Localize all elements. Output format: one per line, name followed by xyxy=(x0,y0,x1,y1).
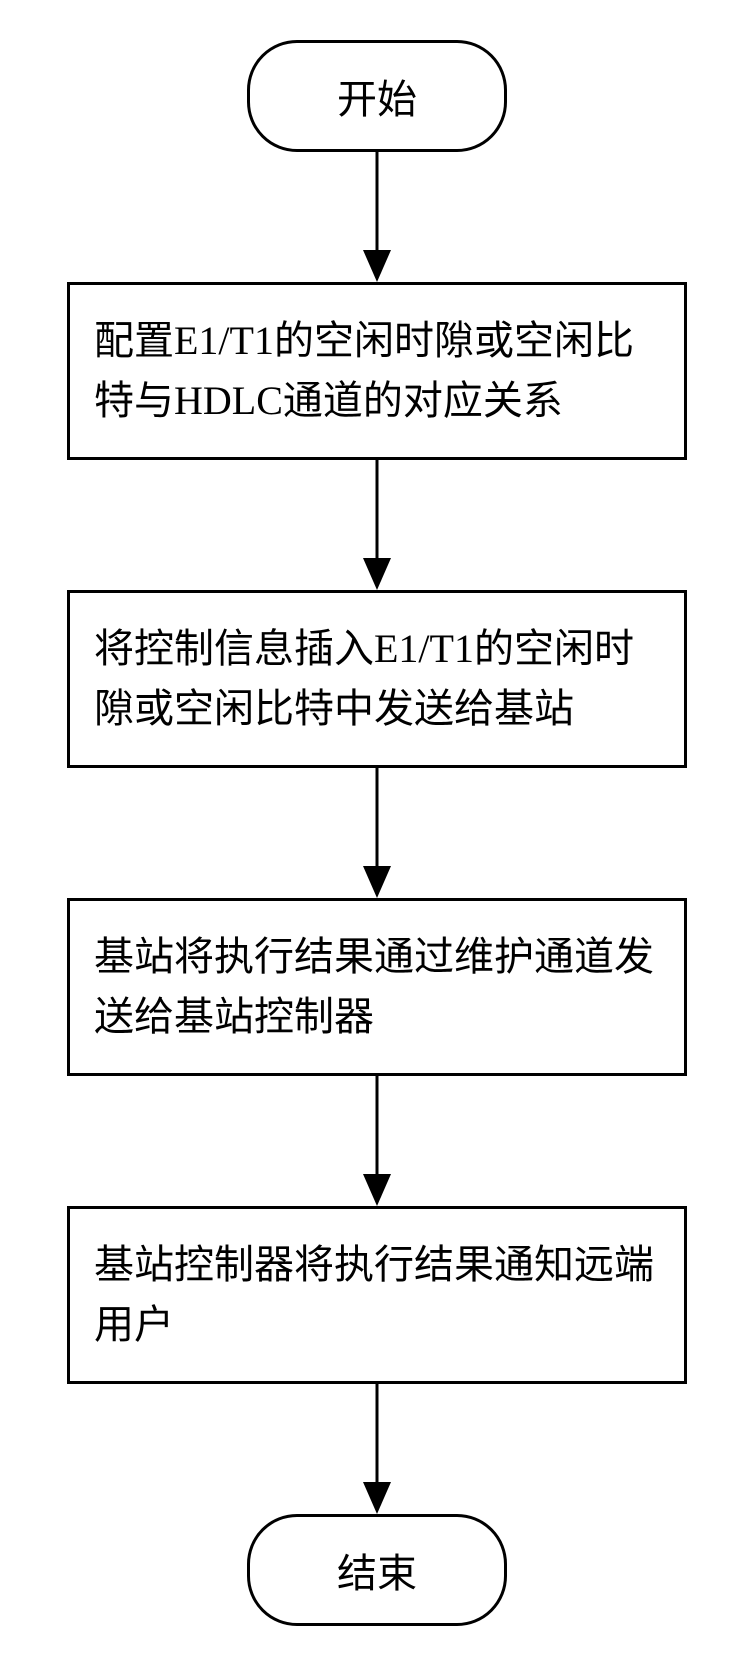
arrow-line xyxy=(376,460,379,560)
step2-label: 将控制信息插入E1/T1的空闲时隙或空闲比特中发送给基站 xyxy=(94,626,634,731)
arrow-line xyxy=(376,152,379,252)
arrow-head-icon xyxy=(363,1174,391,1206)
arrow-1 xyxy=(357,152,397,282)
arrow-5 xyxy=(357,1384,397,1514)
step1-node: 配置E1/T1的空闲时隙或空闲比特与HDLC通道的对应关系 xyxy=(67,282,687,460)
arrow-line xyxy=(376,768,379,868)
arrow-3 xyxy=(357,768,397,898)
step3-label: 基站将执行结果通过维护通道发送给基站控制器 xyxy=(94,934,654,1039)
arrow-head-icon xyxy=(363,250,391,282)
step2-node: 将控制信息插入E1/T1的空闲时隙或空闲比特中发送给基站 xyxy=(67,590,687,768)
step4-node: 基站控制器将执行结果通知远端用户 xyxy=(67,1206,687,1384)
arrow-4 xyxy=(357,1076,397,1206)
arrow-head-icon xyxy=(363,866,391,898)
step3-node: 基站将执行结果通过维护通道发送给基站控制器 xyxy=(67,898,687,1076)
arrow-2 xyxy=(357,460,397,590)
arrow-head-icon xyxy=(363,558,391,590)
end-label: 结束 xyxy=(337,1551,417,1596)
arrow-line xyxy=(376,1076,379,1176)
end-node: 结束 xyxy=(247,1514,507,1626)
start-label: 开始 xyxy=(337,77,417,122)
arrow-head-icon xyxy=(363,1482,391,1514)
arrow-line xyxy=(376,1384,379,1484)
flowchart-container: 开始 配置E1/T1的空闲时隙或空闲比特与HDLC通道的对应关系 将控制信息插入… xyxy=(67,40,687,1626)
start-node: 开始 xyxy=(247,40,507,152)
step1-label: 配置E1/T1的空闲时隙或空闲比特与HDLC通道的对应关系 xyxy=(94,318,634,423)
step4-label: 基站控制器将执行结果通知远端用户 xyxy=(94,1242,654,1347)
